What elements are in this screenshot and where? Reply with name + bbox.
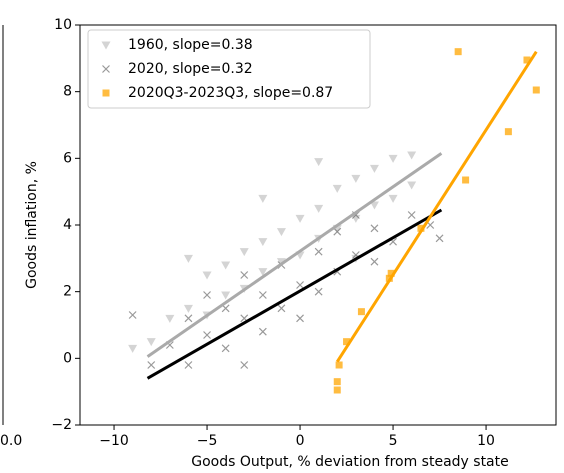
legend-label: 2020, slope=0.32 [128,61,253,77]
point [276,228,286,237]
point [357,308,365,316]
point [314,247,323,256]
point [128,344,138,353]
point [221,291,231,300]
x-tick-label: −5 [197,433,218,449]
y-tick-label: 10 [54,17,72,33]
legend-box [87,29,371,109]
point [258,291,267,299]
point [417,224,425,232]
point [335,361,343,369]
point [532,86,540,94]
point [183,254,193,263]
point [370,257,379,266]
point [240,361,249,369]
point [221,344,230,353]
legend-label: 1960, slope=0.38 [128,37,253,53]
fit-line [146,208,443,380]
point [221,261,231,270]
legend-marker [102,89,110,97]
point [370,224,379,233]
point [333,378,341,386]
point [296,314,304,323]
point [258,238,268,247]
point [147,361,156,369]
neighbor-tick-label: 0.0 [0,433,22,449]
point [277,304,286,313]
point [258,194,268,203]
point [332,184,342,193]
point [369,164,379,173]
point [462,176,470,184]
point [276,258,286,267]
y-tick-label: 8 [63,84,72,100]
point [295,214,305,223]
point [388,194,398,203]
legend-label: 2020Q3-2023Q3, slope=0.87 [128,85,333,101]
fit-line [335,50,538,363]
point [184,361,193,369]
point [407,151,417,160]
point [523,56,531,64]
point [314,204,324,213]
point [240,271,249,279]
y-tick-label: 2 [63,284,72,300]
point [504,128,512,136]
point [314,287,323,296]
point [203,291,211,299]
x-tick-label: −10 [99,433,129,449]
point [128,311,137,319]
legend: 1960, slope=0.38 2020, slope=0.32 2020Q3-2… [87,29,371,109]
y-tick-label: 4 [63,217,72,233]
y-tick-label: −2 [51,417,72,433]
point [314,158,324,167]
point [203,331,211,339]
point [435,234,444,243]
legend-marker [101,41,111,50]
x-tick-label: 0 [296,433,305,449]
point [407,211,416,219]
plot-frame [79,24,557,426]
point [258,268,268,277]
y-tick-label: 0 [63,350,72,366]
fit-line [146,152,443,358]
y-tick-label: 6 [63,150,72,166]
point [387,269,395,277]
x-tick-label: 10 [477,433,495,449]
point [184,314,193,323]
point [351,174,361,183]
legend-marker [102,65,110,73]
point [183,304,193,313]
point [239,248,249,257]
point [333,386,341,394]
point [258,327,267,336]
point [165,314,175,323]
point [296,281,304,289]
point [333,227,342,236]
point [454,48,462,56]
point [369,201,379,210]
y-axis-label: Goods inflation, % [24,161,40,289]
point [407,181,417,190]
point [202,271,212,280]
x-tick-label: 5 [389,433,398,449]
point [343,338,351,346]
point [388,154,398,163]
point [146,338,156,347]
x-axis-label: Goods Output, % deviation from steady st… [191,454,509,470]
